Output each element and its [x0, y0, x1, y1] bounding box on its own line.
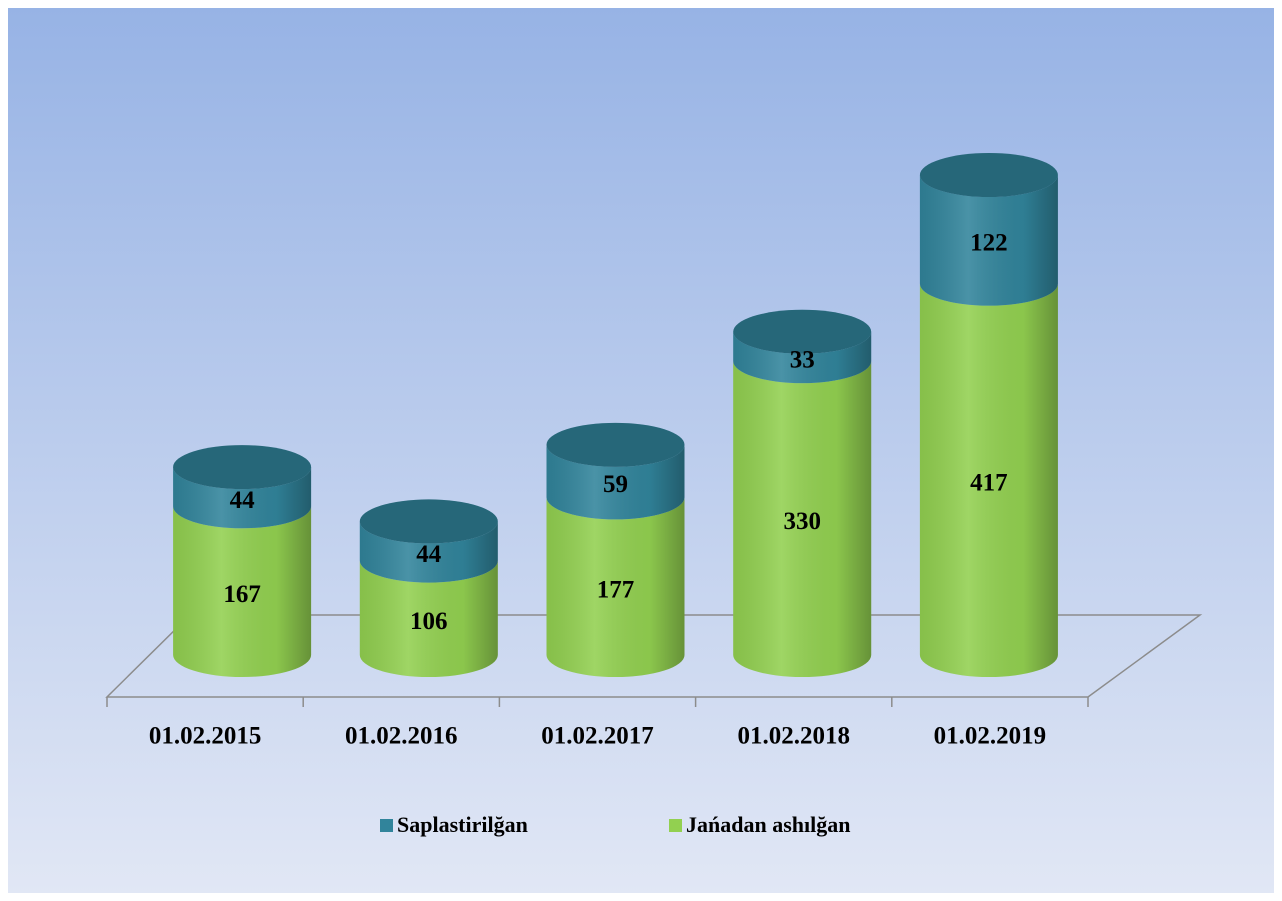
bar-top	[546, 422, 685, 467]
bar-top-shade	[546, 422, 685, 467]
x-tick-label: 01.02.2019	[934, 723, 1047, 750]
bar-shading	[173, 506, 312, 677]
bar-shading	[359, 521, 498, 583]
data-label: 177	[597, 576, 635, 603]
bar-top	[359, 499, 498, 544]
bar-top	[173, 445, 312, 490]
data-label: 59	[603, 471, 628, 498]
bar-shading	[173, 467, 312, 529]
bar-shading	[546, 497, 685, 677]
data-label: 33	[790, 347, 815, 374]
data-label: 44	[416, 541, 442, 568]
bar-top-shade	[359, 499, 498, 544]
bar-shading	[733, 331, 872, 384]
bar-shading	[733, 361, 872, 677]
x-tick-label: 01.02.2018	[737, 723, 850, 750]
floor	[105, 614, 1203, 698]
data-label: 167	[223, 581, 261, 608]
bar-top-shade	[919, 153, 1058, 197]
bar-shading	[546, 444, 685, 520]
bar-top-shade	[173, 445, 312, 490]
data-label: 417	[970, 469, 1008, 496]
legend-label: Jańadan ashılğan	[686, 812, 850, 837]
bar-top	[919, 153, 1058, 197]
x-tick-label: 01.02.2017	[541, 723, 654, 750]
legend-swatch	[669, 819, 682, 832]
bar-top	[733, 309, 872, 354]
legend-label: Saplastirilğan	[397, 812, 528, 837]
bar-shading	[919, 175, 1058, 306]
data-label: 122	[970, 229, 1008, 256]
x-tick-label: 01.02.2015	[149, 723, 262, 750]
legend-swatch	[380, 819, 393, 832]
data-label: 44	[230, 487, 256, 514]
data-label: 330	[783, 508, 821, 535]
bar-top-shade	[733, 309, 872, 354]
bar-shading	[359, 560, 498, 677]
x-tick-label: 01.02.2016	[345, 723, 458, 750]
data-label: 106	[410, 608, 448, 635]
bar-shading	[919, 283, 1058, 677]
